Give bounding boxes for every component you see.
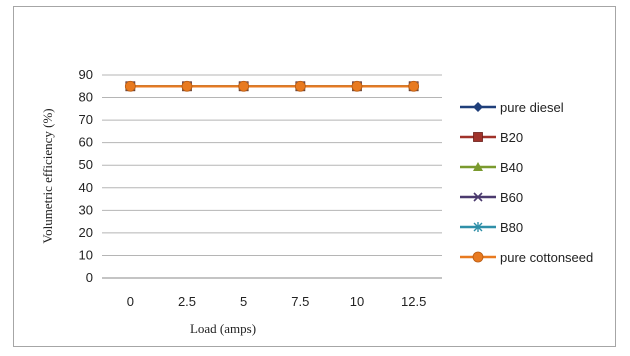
legend-label: B40 (500, 160, 523, 175)
x-tick-label: 10 (350, 294, 364, 309)
x-tick-label: 12.5 (401, 294, 426, 309)
legend-marker (473, 132, 483, 142)
y-tick-label: 40 (79, 180, 93, 195)
data-point-marker (238, 80, 250, 92)
legend-marker (473, 222, 483, 232)
data-point-marker (294, 80, 306, 92)
y-tick-label: 30 (79, 202, 93, 217)
legend-label: pure cottonseed (500, 250, 593, 265)
x-tick-labels: 0 2.5 5 7.5 10 12.5 (127, 294, 427, 309)
series-group (124, 80, 420, 92)
x-tick-label: 0 (127, 294, 134, 309)
y-tick-label: 70 (79, 112, 93, 127)
legend-label: B60 (500, 190, 523, 205)
legend-marker (473, 102, 483, 112)
data-point-marker (124, 80, 136, 92)
legend-label: B20 (500, 130, 523, 145)
series-circle (124, 80, 420, 92)
x-tick-label: 7.5 (291, 294, 309, 309)
data-point-marker (351, 80, 363, 92)
y-tick-labels: 0 10 20 30 40 50 60 70 80 90 (79, 67, 93, 285)
chart-frame (13, 6, 616, 347)
legend-label: pure diesel (500, 100, 564, 115)
y-tick-label: 90 (79, 67, 93, 82)
legend-item: B20 (460, 130, 523, 145)
legend-marker (473, 162, 483, 171)
x-axis-label: Load (amps) (190, 321, 256, 336)
legend-label: B80 (500, 220, 523, 235)
y-tick-label: 20 (79, 225, 93, 240)
y-tick-label: 80 (79, 90, 93, 105)
y-tick-label: 60 (79, 135, 93, 150)
grid-lines (102, 74, 442, 279)
data-point-marker (408, 80, 420, 92)
x-tick-label: 2.5 (178, 294, 196, 309)
legend-item: pure diesel (460, 100, 564, 115)
legend-marker (473, 192, 483, 202)
legend-item: B40 (460, 160, 523, 175)
legend-item: B60 (460, 190, 523, 205)
legend-item: pure cottonseed (460, 250, 593, 265)
y-tick-label: 0 (86, 270, 93, 285)
y-tick-label: 50 (79, 157, 93, 172)
legend-item: B80 (460, 220, 523, 235)
legend-marker (472, 251, 484, 263)
x-tick-label: 5 (240, 294, 247, 309)
legend: pure diesel B20 B40 B60 B80 pure cottonseed (460, 100, 593, 265)
y-axis-label: Volumetric efficiency (%) (40, 108, 55, 243)
y-tick-label: 10 (79, 247, 93, 262)
data-point-marker (181, 80, 193, 92)
